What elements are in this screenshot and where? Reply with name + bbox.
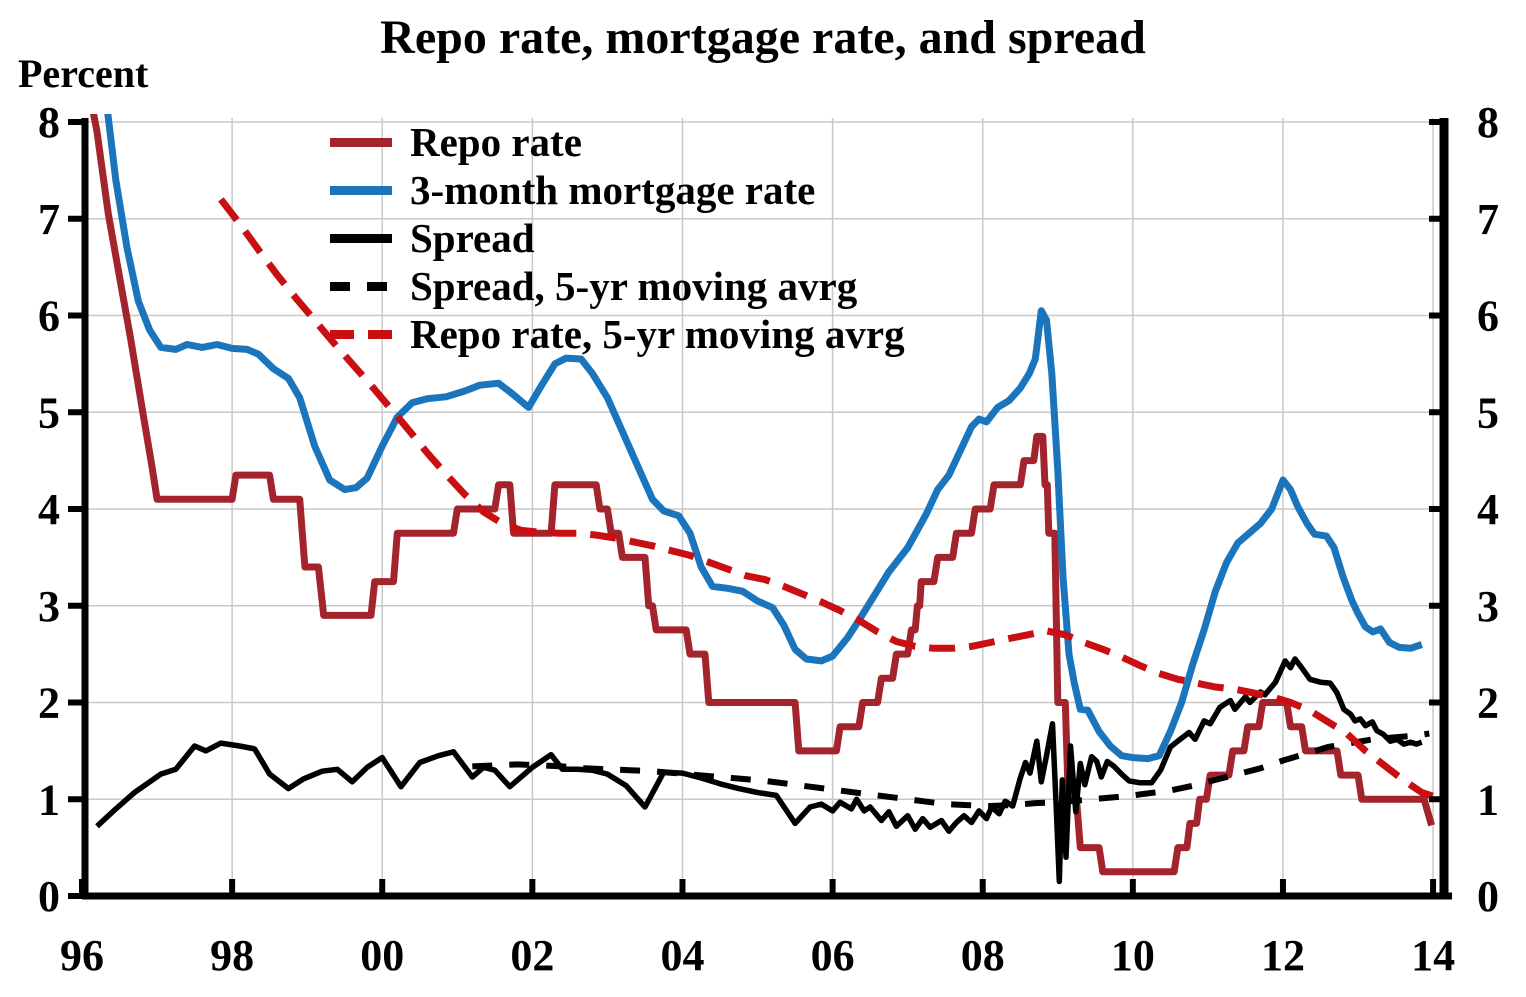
legend-item-repo-ma: Repo rate, 5-yr moving avrg — [330, 310, 905, 358]
legend-item-mortgage-rate: 3-month mortgage rate — [330, 166, 905, 214]
svg-text:14: 14 — [1411, 931, 1455, 980]
legend-item-spread-ma: Spread, 5-yr moving avrg — [330, 262, 905, 310]
svg-text:1: 1 — [1477, 775, 1499, 824]
svg-text:0: 0 — [1477, 872, 1499, 921]
svg-text:1: 1 — [38, 775, 60, 824]
legend-item-repo-rate: Repo rate — [330, 118, 905, 166]
svg-text:5: 5 — [1477, 388, 1499, 437]
spread-line-sample — [330, 233, 392, 243]
svg-text:2: 2 — [38, 679, 60, 728]
chart-legend: Repo rate 3-month mortgage rate Spread S… — [330, 118, 905, 358]
svg-text:04: 04 — [660, 931, 704, 980]
repo-rate-line-sample — [330, 137, 392, 147]
svg-text:02: 02 — [510, 931, 554, 980]
svg-text:2: 2 — [1477, 679, 1499, 728]
svg-text:08: 08 — [961, 931, 1005, 980]
svg-text:12: 12 — [1261, 931, 1305, 980]
svg-text:7: 7 — [38, 195, 60, 244]
svg-text:4: 4 — [38, 485, 60, 534]
y-axis-unit-label: Percent — [18, 51, 149, 96]
repo-ma-line-sample — [330, 329, 392, 339]
svg-text:98: 98 — [210, 931, 254, 980]
svg-text:8: 8 — [1477, 98, 1499, 147]
svg-text:06: 06 — [811, 931, 855, 980]
legend-item-spread: Spread — [330, 214, 905, 262]
svg-text:7: 7 — [1477, 195, 1499, 244]
legend-label: Repo rate — [410, 119, 582, 165]
svg-text:8: 8 — [38, 98, 60, 147]
svg-text:6: 6 — [38, 292, 60, 341]
mortgage-rate-line-sample — [330, 185, 392, 195]
legend-label: Spread, 5-yr moving avrg — [410, 263, 858, 309]
svg-text:3: 3 — [38, 582, 60, 631]
svg-text:3: 3 — [1477, 582, 1499, 631]
spread-ma-line-sample — [330, 281, 392, 291]
svg-text:5: 5 — [38, 388, 60, 437]
svg-text:00: 00 — [360, 931, 404, 980]
svg-text:6: 6 — [1477, 292, 1499, 341]
svg-text:0: 0 — [38, 872, 60, 921]
svg-text:96: 96 — [60, 931, 104, 980]
legend-label: Spread — [410, 215, 535, 261]
chart-title: Repo rate, mortgage rate, and spread — [380, 11, 1146, 64]
legend-label: Repo rate, 5-yr moving avrg — [410, 311, 905, 357]
legend-label: 3-month mortgage rate — [410, 167, 816, 213]
svg-text:4: 4 — [1477, 485, 1499, 534]
svg-text:10: 10 — [1111, 931, 1155, 980]
